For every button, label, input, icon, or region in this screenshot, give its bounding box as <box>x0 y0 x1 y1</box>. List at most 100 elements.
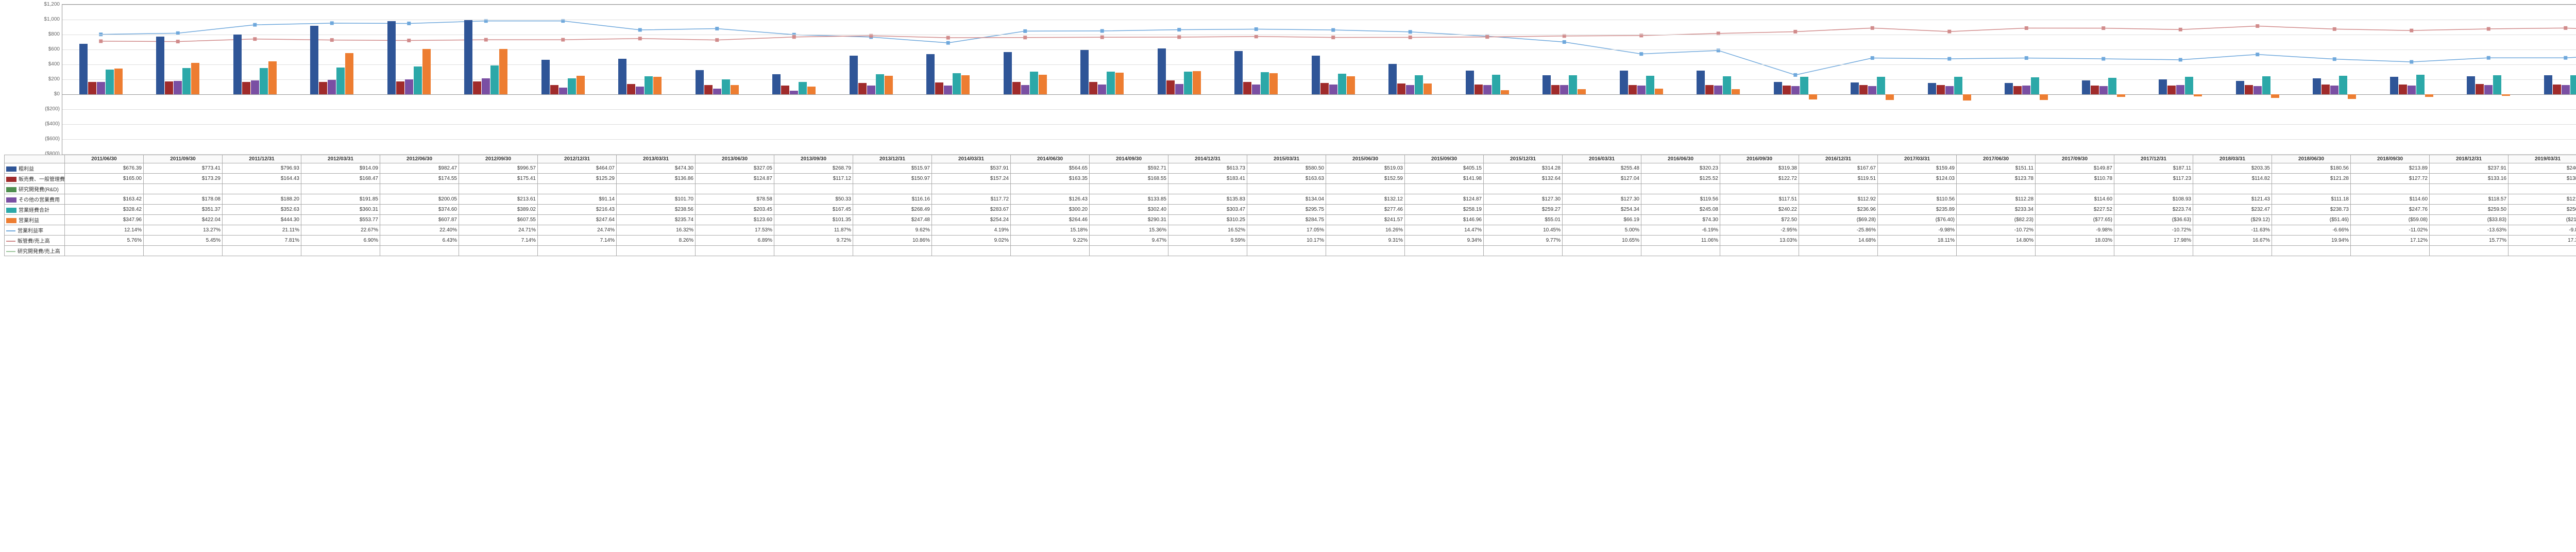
bar-sga <box>858 83 867 94</box>
marker-sga_ratio <box>716 39 719 42</box>
cell-gross_profit: $167.67 <box>1799 163 1878 174</box>
marker-sga_ratio <box>253 38 257 41</box>
bar-other_op <box>174 81 182 94</box>
cell-op_margin: 14.47% <box>1405 225 1484 236</box>
bar-sga <box>1397 83 1405 94</box>
cell-rnd_ratio <box>2272 246 2351 256</box>
bar-gross_profit <box>1312 56 1320 94</box>
bar-gross_profit <box>696 70 704 94</box>
period-header: 2012/09/30 <box>459 155 538 163</box>
bar-gross_profit <box>1851 82 1859 94</box>
cell-op_exp_total: $216.43 <box>538 205 617 215</box>
cell-op_income: $553.77 <box>301 215 380 225</box>
cell-sga: $152.59 <box>1326 174 1405 184</box>
cell-op_income: $247.64 <box>538 215 617 225</box>
cell-other_op: $108.93 <box>2114 194 2193 205</box>
bar-op_exp_total <box>1646 76 1654 94</box>
bar-other_op <box>559 88 567 94</box>
cell-sga_ratio: 11.06% <box>1641 236 1720 246</box>
cell-sga_ratio: 9.72% <box>774 236 853 246</box>
bar-sga <box>1859 85 1868 94</box>
bar-sga <box>1783 86 1791 94</box>
marker-op_margin <box>408 22 411 25</box>
bar-op_income <box>2502 94 2510 96</box>
cell-rnd_ratio <box>65 246 144 256</box>
marker-op_margin <box>2410 60 2413 63</box>
cell-other_op: $117.72 <box>932 194 1011 205</box>
cell-sga: $117.12 <box>774 174 853 184</box>
cell-rnd_ratio <box>1090 246 1168 256</box>
bar-op_exp_total <box>2416 75 2425 94</box>
marker-sga_ratio <box>792 36 795 39</box>
cell-op_income: $74.30 <box>1641 215 1720 225</box>
bar-gross_profit <box>1080 50 1089 94</box>
y-left-tick: ($200) <box>34 106 60 112</box>
cell-op_exp_total: $240.22 <box>1720 205 1799 215</box>
marker-sga_ratio <box>1486 36 1489 39</box>
bar-op_income <box>2117 94 2125 97</box>
bar-other_op <box>2330 86 2338 94</box>
bar-op_exp_total <box>2262 76 2270 94</box>
cell-rnd_ratio <box>617 246 696 256</box>
cell-op_exp_total: $167.45 <box>774 205 853 215</box>
cell-sga_ratio: 7.14% <box>459 236 538 246</box>
cell-op_margin: 10.45% <box>1484 225 1563 236</box>
cell-gross_profit: $151.11 <box>1957 163 2036 174</box>
marker-sga_ratio <box>484 38 487 41</box>
cell-rnd <box>223 184 301 194</box>
bar-op_income <box>1809 94 1817 99</box>
cell-op_margin: 4.19% <box>932 225 1011 236</box>
bar-sga <box>396 81 404 94</box>
marker-op_margin <box>1178 28 1181 31</box>
bar-other_op <box>1175 84 1183 94</box>
bar-gross_profit <box>464 20 472 95</box>
bar-op_exp_total <box>1184 72 1192 94</box>
bar-sga <box>1551 85 1560 94</box>
cell-sga: $127.72 <box>2351 174 2430 184</box>
cell-op_exp_total: $268.49 <box>853 205 932 215</box>
cell-sga: $123.78 <box>1957 174 2036 184</box>
period-header: 2016/03/31 <box>1563 155 1641 163</box>
cell-op_margin: -9.98% <box>1878 225 1957 236</box>
cell-op_income: ($59.08) <box>2351 215 2430 225</box>
cell-sga_ratio: 6.89% <box>696 236 774 246</box>
cell-op_margin: -11.02% <box>2351 225 2430 236</box>
bar-gross_profit <box>1234 51 1243 94</box>
bar-gross_profit <box>310 26 318 94</box>
cell-op_exp_total: $254.34 <box>1563 205 1641 215</box>
period-header: 2014/06/30 <box>1011 155 1090 163</box>
bar-other_op <box>1791 86 1800 94</box>
cell-gross_profit: $159.49 <box>1878 163 1957 174</box>
bar-op_exp_total <box>336 68 345 94</box>
cell-gross_profit: $149.87 <box>2036 163 2114 174</box>
bar-sga <box>627 84 635 94</box>
cell-rnd_ratio <box>144 246 223 256</box>
cell-rnd <box>696 184 774 194</box>
marker-sga_ratio <box>1871 26 1874 29</box>
period-header: 2012/03/31 <box>301 155 380 163</box>
bar-gross_profit <box>1928 83 1936 94</box>
bar-other_op <box>2022 86 2030 94</box>
bar-sga <box>781 86 789 94</box>
cell-sga: $136.86 <box>617 174 696 184</box>
marker-sga_ratio <box>1794 30 1797 33</box>
cell-rnd <box>2351 184 2430 194</box>
cell-other_op: $91.14 <box>538 194 617 205</box>
cell-other_op: $50.33 <box>774 194 853 205</box>
marker-sga_ratio <box>1948 30 1951 33</box>
cell-rnd_ratio <box>1405 246 1484 256</box>
bar-gross_profit <box>2082 80 2090 94</box>
cell-op_margin: 17.53% <box>696 225 774 236</box>
cell-rnd_ratio <box>2193 246 2272 256</box>
marker-sga_ratio <box>2256 25 2259 28</box>
cell-op_income: $241.57 <box>1326 215 1405 225</box>
cell-rnd <box>2272 184 2351 194</box>
bar-other_op <box>2562 85 2570 94</box>
cell-other_op: $200.05 <box>380 194 459 205</box>
marker-op_margin <box>1409 30 1412 34</box>
cell-gross_profit: $996.57 <box>459 163 538 174</box>
cell-sga_ratio: 7.14% <box>538 236 617 246</box>
cell-op_income: ($76.40) <box>1878 215 1957 225</box>
marker-op_margin <box>1100 29 1104 32</box>
cell-gross_profit: $564.65 <box>1011 163 1090 174</box>
